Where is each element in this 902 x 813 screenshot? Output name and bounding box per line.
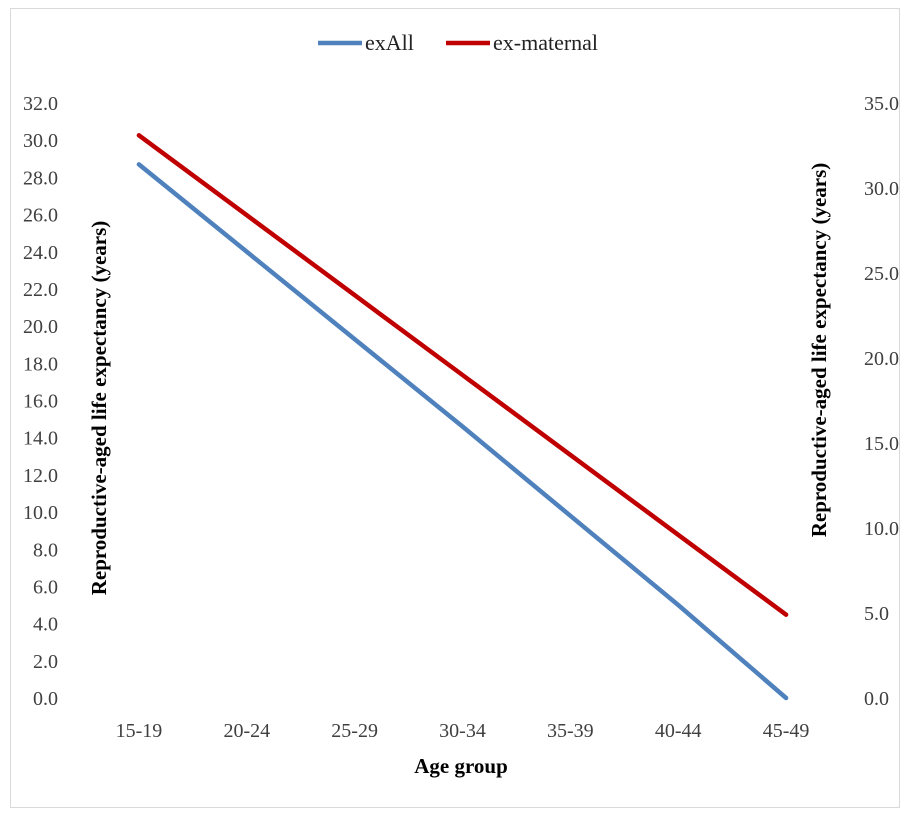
y-left-tick-label: 18.0: [23, 353, 58, 375]
x-tick-label: 20-24: [223, 720, 270, 742]
y-axis-right-title: Reproductive-aged life expectancy (years…: [807, 163, 831, 538]
x-axis-title: Age group: [414, 754, 508, 778]
y-right-tick-label: 20.0: [864, 348, 899, 370]
x-tick-label: 30-34: [439, 720, 486, 742]
y-right-tick-label: 15.0: [864, 433, 899, 455]
series-line-ex-maternal: [136, 133, 789, 617]
x-tick-label: 45-49: [763, 720, 810, 742]
y-left-tick-label: 16.0: [23, 391, 58, 413]
legend-label: ex-maternal: [493, 30, 598, 55]
legend-label: exAll: [365, 30, 414, 55]
y-left-tick-label: 6.0: [33, 576, 58, 598]
x-tick-label: 35-39: [547, 720, 594, 742]
y-left-tick-label: 32.0: [23, 93, 58, 115]
y-left-tick-label: 24.0: [23, 242, 58, 264]
x-tick-label: 40-44: [655, 720, 702, 742]
y-right-tick-label: 10.0: [864, 518, 899, 540]
y-axis-left-title: Reproductive-aged life expectancy (years…: [87, 221, 111, 596]
y-right-tick-label: 25.0: [864, 263, 899, 285]
y-right-tick-label: 5.0: [864, 603, 889, 625]
y-left-tick-label: 10.0: [23, 502, 58, 524]
y-left-tick-label: 26.0: [23, 205, 58, 227]
series-lines: [136, 133, 789, 701]
y-left-tick-label: 20.0: [23, 316, 58, 338]
x-tick-label: 25-29: [331, 720, 378, 742]
x-tick-labels: 15-19 20-24 25-29 30-34 35-39 40-44 45-49: [116, 720, 810, 742]
y-left-tick-label: 28.0: [23, 167, 58, 189]
x-tick-label: 15-19: [116, 720, 163, 742]
y-left-tick-label: 12.0: [23, 465, 58, 487]
y-left-tick-label: 30.0: [23, 130, 58, 152]
y-left-tick-labels: 0.0 2.0 4.0 6.0 8.0 10.0 12.0 14.0 16.0 18.0 20.0 2…: [23, 93, 58, 710]
y-left-tick-label: 14.0: [23, 428, 58, 450]
legend: exAll ex-maternal: [318, 30, 598, 55]
y-left-tick-label: 4.0: [33, 614, 58, 636]
y-left-tick-label: 2.0: [33, 651, 58, 673]
y-left-tick-label: 0.0: [33, 688, 58, 710]
y-left-tick-label: 22.0: [23, 279, 58, 301]
series-line-exall: [136, 162, 789, 701]
y-right-tick-labels: 0.0 5.0 10.0 15.0 20.0 25.0 30.0 35.0: [864, 93, 899, 710]
y-right-tick-label: 0.0: [864, 688, 889, 710]
y-left-tick-label: 8.0: [33, 539, 58, 561]
chart-frame: [10, 8, 900, 808]
y-right-tick-label: 30.0: [864, 178, 899, 200]
y-right-tick-label: 35.0: [864, 93, 899, 115]
